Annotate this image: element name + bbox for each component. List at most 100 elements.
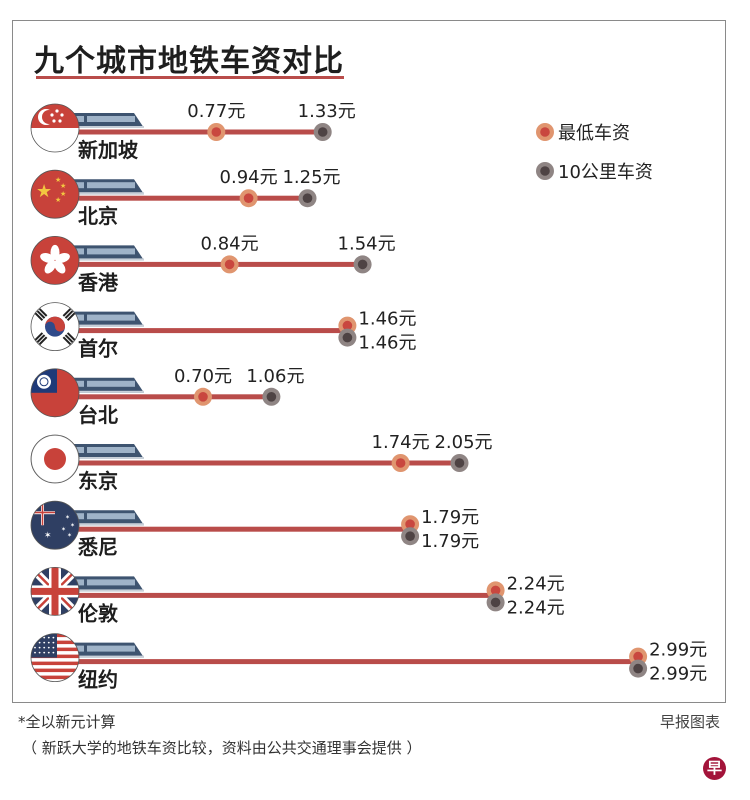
japan-flag [31,435,79,483]
fare-10km-label: 1.79元 [421,531,479,552]
min-fare-point [239,189,258,208]
min-fare-label: 1.74元 [372,432,430,453]
train-icon [72,642,144,658]
svg-text:✶: ✶ [70,522,75,529]
chart-row: 东京 1.74元 2.05元 [30,432,493,493]
city-label: 新加坡 [78,138,139,162]
city-label: 北京 [78,204,118,228]
fare-range-line [78,195,308,201]
legend-min-fare-label: 最低车资 [558,123,630,144]
min-fare-label: 1.46元 [358,309,416,330]
fare-10km-point [629,659,648,678]
min-fare-label: 1.79元 [421,507,479,528]
fare-10km-point [450,454,469,472]
min-fare-label: 0.84元 [201,233,259,254]
source-note: （ 新跃大学的地铁车资比较，资料由公共交通理事会提供 ） [22,739,422,757]
train-icon [72,576,144,592]
min-fare-label: 0.94元 [220,167,278,188]
train-icon [72,245,144,261]
min-fare-point [207,123,226,141]
australia-flag: ✶✶✶✶✶ [31,501,79,550]
usa-flag [31,633,79,682]
flag-outline [30,368,80,418]
chart-row: 新加坡 0.77元 1.33元 [30,101,356,162]
train-icon [72,377,144,393]
fare-range-line [78,526,411,532]
svg-text:✶: ✶ [65,514,70,521]
fare-10km-point [353,255,372,274]
fare-10km-label: 2.99元 [649,664,707,685]
fare-range-line [78,592,496,598]
train-icon [72,510,144,526]
china-flag: ★★★★★ [31,170,79,219]
legend-10km-fare-label: 10公里车资 [558,162,653,183]
legend-min-fare-marker [536,123,554,141]
train-icon [72,113,144,128]
svg-text:★: ★ [55,176,61,184]
chart-row: 首尔 1.46元 1.46元 [30,302,416,361]
city-label: 台北 [78,403,118,427]
fare-range-line [78,659,639,665]
currency-note: *全以新元计算 [18,713,116,731]
chart-frame [12,20,726,703]
fare-10km-label: 2.05元 [434,432,492,453]
svg-text:✶: ✶ [44,531,52,541]
city-label: 悉尼 [77,535,118,559]
min-fare-label: 0.70元 [174,366,232,387]
train-icon [72,179,144,195]
legend: 最低车资 10公里车资 [536,123,653,183]
zaobao-logo-icon: 早 [703,757,726,780]
flag-outline [30,633,80,682]
min-fare-point [194,387,212,406]
city-label: 伦敦 [78,601,119,625]
fare-10km-label: 1.06元 [246,366,304,387]
chart-row: 伦敦 2.24元 2.24元 [30,567,565,625]
flag-outline [30,567,80,616]
fare-10km-point [401,527,420,546]
fare-10km-point [262,387,281,406]
fare-10km-point [313,123,332,141]
train-icon [72,444,144,459]
title-underline [36,76,344,79]
fare-10km-label: 2.24元 [507,597,565,618]
flag-outline [30,302,80,352]
city-label: 首尔 [78,337,118,361]
fare-10km-point [486,593,505,612]
fare-range-line [78,394,272,400]
korea-flag [31,302,79,351]
fare-10km-point [338,328,357,347]
fare-range-line [78,129,323,135]
fare-range-line [78,261,363,267]
min-fare-label: 2.24元 [507,573,565,594]
city-label: 香港 [78,270,119,294]
fare-10km-label: 1.33元 [298,101,356,122]
graphic-credit: 早报图表 [659,713,720,731]
chart-row: 台北 0.70元 1.06元 [30,366,304,427]
chart-row: ★★★★★北京 0.94元 1.25元 [30,167,341,228]
flag-outline [30,434,80,484]
flag-outline [30,235,80,285]
fare-10km-point [298,189,317,208]
singapore-flag [31,104,79,152]
fare-10km-label: 1.46元 [358,333,416,354]
flag-outline [30,103,80,153]
taiwan-flag [31,368,79,417]
min-fare-point [391,454,410,472]
fare-10km-label: 1.54元 [338,233,396,254]
min-fare-label: 0.77元 [187,101,245,122]
svg-text:★: ★ [36,181,52,202]
flag-outline [30,169,80,219]
fare-range-line [78,328,348,334]
min-fare-point [220,255,239,274]
fare-10km-label: 1.25元 [282,167,340,188]
chart-row: 纽约 2.99元 2.99元 [30,633,707,692]
svg-text:✶: ✶ [67,532,72,539]
train-icon [72,311,144,327]
chart-title: 九个城市地铁车资对比 [34,44,344,79]
legend-10km-fare-marker [536,162,554,180]
svg-text:★: ★ [55,196,61,204]
svg-text:★: ★ [60,182,66,190]
svg-text:✶: ✶ [61,526,66,533]
